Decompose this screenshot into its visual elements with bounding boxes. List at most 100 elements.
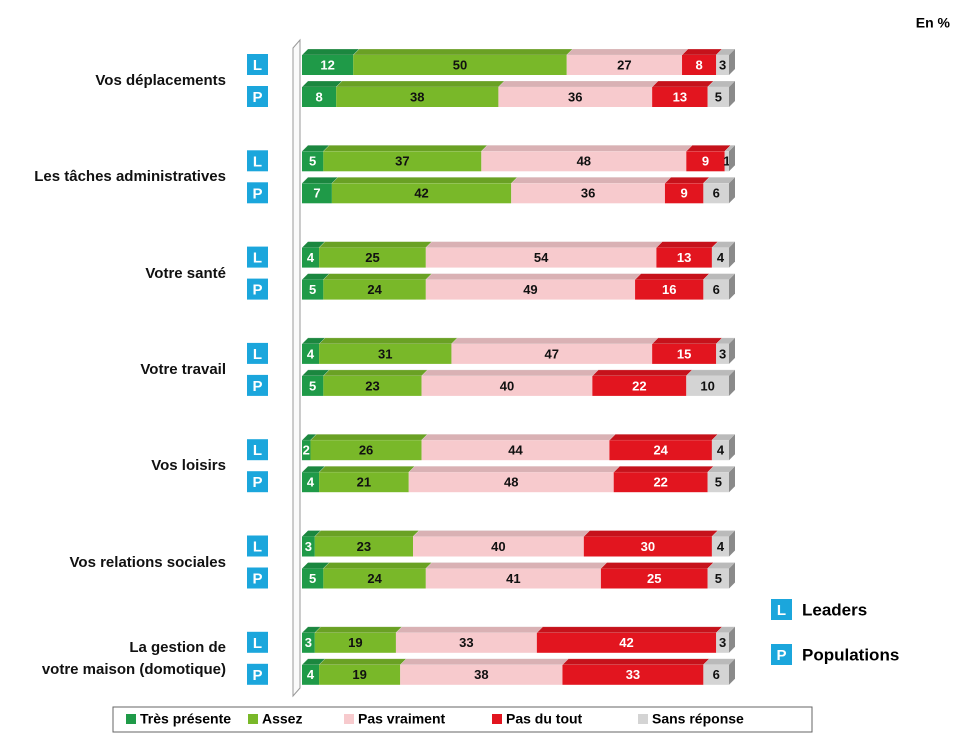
badge	[247, 278, 268, 300]
bar-value-label: 13	[673, 89, 687, 104]
bar-value-label: 27	[617, 57, 631, 72]
bar-top-shade	[686, 145, 731, 152]
bar-top-shade	[408, 466, 620, 473]
bar	[302, 536, 315, 557]
bar	[302, 279, 324, 300]
bar	[592, 375, 687, 396]
bar-end	[729, 81, 735, 107]
legend-swatch	[492, 714, 502, 724]
badge	[247, 471, 268, 493]
badge-letter: L	[253, 442, 262, 459]
bar	[451, 343, 653, 364]
badge	[247, 150, 268, 172]
bar-value-label: 41	[506, 571, 520, 586]
bar	[353, 55, 567, 75]
bar-value-label: 23	[365, 378, 379, 393]
bar-value-label: 36	[581, 186, 595, 201]
bar-top-shade	[511, 177, 671, 184]
bar	[302, 664, 320, 685]
badge	[247, 246, 268, 268]
bar-top-shade	[302, 273, 330, 280]
bar	[408, 472, 614, 493]
bar-value-label: 3	[719, 346, 726, 361]
bar	[566, 55, 683, 75]
bar-top-shade	[302, 434, 317, 441]
badge-letter: P	[252, 474, 262, 491]
bar-value-label: 38	[474, 667, 488, 682]
bar	[302, 247, 320, 268]
bar-value-label: 33	[459, 635, 473, 650]
bar-value-label: 30	[641, 539, 655, 554]
bar-value-label: 31	[378, 346, 392, 361]
bar-top-shade	[302, 177, 338, 184]
bar-value-label: 5	[309, 282, 316, 297]
bar-top-shade	[302, 241, 326, 248]
bar-value-label: 19	[348, 635, 362, 650]
bar-top-shade	[323, 369, 428, 376]
bar	[711, 536, 729, 557]
bar-value-label: 54	[534, 250, 549, 265]
bar-top-shade	[310, 434, 428, 441]
unit-note: En %	[916, 15, 951, 31]
bar-end	[729, 626, 735, 653]
bar-top-shade	[635, 273, 710, 280]
bar	[302, 343, 320, 364]
bar-value-label: 25	[647, 571, 661, 586]
bar	[302, 440, 311, 461]
bar-top-shade	[302, 337, 326, 344]
bar-value-label: 4	[307, 346, 315, 361]
bar-top-shade	[451, 337, 659, 344]
bar	[635, 279, 704, 300]
bar-value-label: 4	[307, 475, 315, 490]
bar-top-shade	[302, 369, 330, 376]
bar-value-label: 7	[313, 186, 320, 201]
bar-end	[729, 273, 735, 300]
bar-value-label: 3	[719, 57, 726, 72]
bar-value-label: 3	[305, 539, 312, 554]
bar	[319, 472, 409, 493]
bar-end	[729, 369, 735, 396]
bar-value-label: 6	[713, 282, 720, 297]
back-wall	[292, 38, 301, 698]
bar-value-label: 48	[504, 475, 518, 490]
bar	[511, 183, 665, 204]
bar	[314, 536, 414, 557]
badge	[247, 663, 268, 685]
bar-value-label: 42	[619, 635, 633, 650]
badge-letter: L	[253, 250, 262, 267]
bar-value-label: 36	[568, 89, 582, 104]
bar-top-shade	[652, 337, 723, 344]
bar	[425, 568, 601, 589]
badge	[247, 54, 268, 75]
bar-top-shade	[711, 241, 735, 248]
bar	[536, 632, 717, 653]
bar-top-shade	[707, 562, 735, 569]
bar-value-label: 24	[653, 443, 668, 458]
badge	[247, 342, 268, 364]
bar	[323, 279, 426, 300]
badge	[771, 599, 792, 620]
bar-value-label: 2	[303, 443, 310, 458]
bar-value-label: 6	[713, 667, 720, 682]
bar-value-label: 25	[365, 250, 379, 265]
bar-top-shade	[609, 434, 718, 441]
bar	[302, 632, 315, 653]
bar-value-label: 10	[700, 378, 714, 393]
bar	[302, 151, 324, 172]
bar-value-label: 4	[307, 667, 315, 682]
bar	[319, 664, 401, 685]
bar-value-label: 8	[695, 57, 702, 72]
bar	[302, 375, 324, 396]
badge-letter: P	[252, 89, 262, 106]
bar	[481, 151, 687, 172]
badge	[247, 86, 268, 107]
bar	[310, 440, 422, 461]
bar-top-shade	[613, 466, 714, 473]
bar-value-label: 40	[500, 378, 514, 393]
badge	[247, 374, 268, 396]
badge-letter: L	[253, 538, 262, 555]
bar-top-shade	[302, 81, 343, 87]
bar	[711, 247, 729, 268]
badge-letter: P	[252, 282, 262, 299]
